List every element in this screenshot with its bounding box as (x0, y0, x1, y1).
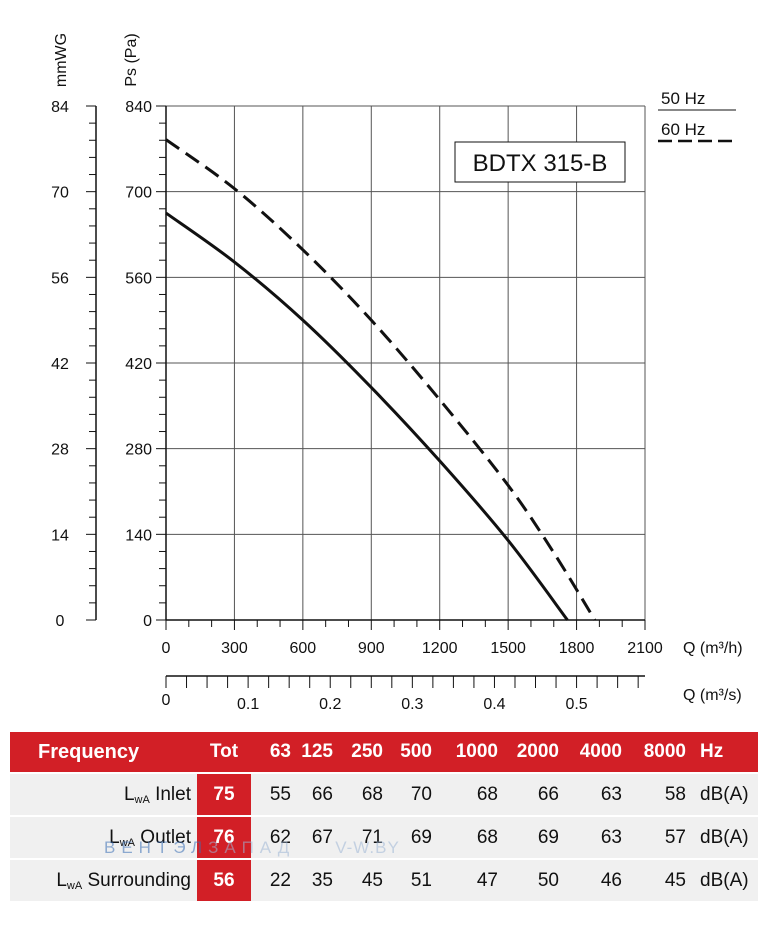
x-tick-label-m3s: 0.2 (319, 696, 341, 713)
x-tick-label-m3s: 0 (162, 692, 171, 709)
chart-title-box (454, 141, 626, 183)
band-header: 125 (291, 732, 333, 773)
x-axis-title-m3h: Q (m³/h) (683, 640, 743, 657)
x-tick-label-m3h: 300 (221, 640, 248, 657)
band-value: 66 (291, 772, 333, 816)
x-tick-label-m3h: 1200 (422, 640, 458, 657)
curve-50hz (165, 211, 569, 621)
frequency-header: Frequency (10, 732, 197, 773)
y-tick-label-mmwg: 14 (51, 527, 69, 544)
row-label: LwA Outlet (10, 815, 197, 859)
band-value: 68 (432, 815, 498, 859)
band-header: 250 (333, 732, 383, 773)
sound-power-table: Frequency Tot 63 125 250 500 1000 2000 4… (10, 732, 758, 901)
hz-unit-header: Hz (686, 732, 758, 773)
band-value: 63 (559, 815, 622, 859)
band-value: 58 (622, 772, 686, 816)
chart-title: BDTX 315-B (473, 150, 608, 177)
x-tick-label-m3h: 2100 (627, 640, 663, 657)
y-tick-label-mmwg: 0 (56, 613, 65, 630)
unit-value: dB(A) (686, 858, 758, 901)
x-tick-label-m3s: 0.1 (237, 696, 259, 713)
band-value: 45 (622, 858, 686, 901)
x-tick-label-m3s: 0.5 (565, 696, 587, 713)
y-axis-title-mmwg: mmWG (53, 33, 70, 87)
y-tick-label-mmwg: 70 (51, 185, 69, 202)
band-value: 69 (383, 815, 432, 859)
y-tick-label-mmwg: 84 (51, 99, 69, 116)
table-row: LwA Inlet 75 55 66 68 70 68 66 63 58 dB(… (10, 772, 758, 816)
x-tick-label-m3h: 1500 (490, 640, 526, 657)
band-value: 68 (333, 772, 383, 816)
x-tick-label-m3s: 0.3 (401, 696, 423, 713)
band-value: 46 (559, 858, 622, 901)
legend-label: 50 Hz (661, 89, 705, 108)
x-tick-label-m3h: 0 (162, 640, 171, 657)
table-row: LwA Surrounding 56 22 35 45 51 47 50 46 … (10, 858, 758, 901)
curve-60hz (165, 138, 597, 621)
y-axis-title-pa: Ps (Pa) (123, 33, 140, 86)
tot-value: 56 (197, 858, 251, 901)
table-header-row: Frequency Tot 63 125 250 500 1000 2000 4… (10, 732, 758, 773)
band-value: 50 (498, 858, 559, 901)
band-header: 500 (383, 732, 432, 773)
y-tick-label-pa: 560 (125, 270, 152, 287)
table-row: LwA Outlet 76 62 67 71 69 68 69 63 57 dB… (10, 815, 758, 859)
band-value: 68 (432, 772, 498, 816)
band-value: 71 (333, 815, 383, 859)
x-tick-label-m3h: 900 (358, 640, 385, 657)
band-value: 69 (498, 815, 559, 859)
band-value: 66 (498, 772, 559, 816)
band-value: 22 (251, 858, 291, 901)
band-header: 63 (251, 732, 291, 773)
y-tick-label-pa: 0 (143, 613, 152, 630)
y-tick-label-mmwg: 42 (51, 356, 69, 373)
row-label: LwA Inlet (10, 772, 197, 816)
y-tick-label-mmwg: 28 (51, 442, 69, 459)
band-header: 1000 (432, 732, 498, 773)
tot-value: 76 (197, 815, 251, 859)
x-tick-label-m3s: 0.4 (483, 696, 505, 713)
tot-value: 75 (197, 772, 251, 816)
y-tick-label-pa: 840 (125, 99, 152, 116)
band-value: 55 (251, 772, 291, 816)
x-axis-title-m3s: Q (m³/s) (683, 687, 742, 704)
tot-header: Tot (197, 732, 251, 773)
band-value: 57 (622, 815, 686, 859)
band-value: 63 (559, 772, 622, 816)
band-header: 4000 (559, 732, 622, 773)
x-tick-label-m3h: 1800 (559, 640, 595, 657)
band-header: 2000 (498, 732, 559, 773)
band-header: 8000 (622, 732, 686, 773)
band-value: 67 (291, 815, 333, 859)
band-value: 45 (333, 858, 383, 901)
band-value: 51 (383, 858, 432, 901)
row-label: LwA Surrounding (10, 858, 197, 901)
fan-curve-chart: 0 140 280 420 560 700 840 0 14 28 42 56 70 84 mmWG Ps (… (51, 33, 743, 713)
band-value: 70 (383, 772, 432, 816)
band-value: 62 (251, 815, 291, 859)
y-tick-label-pa: 420 (125, 356, 152, 373)
legend-label: 60 Hz (661, 120, 705, 139)
y-tick-label-pa: 140 (125, 527, 152, 544)
y-tick-label-mmwg: 56 (51, 270, 69, 287)
unit-value: dB(A) (686, 772, 758, 816)
band-value: 35 (291, 858, 333, 901)
y-tick-label-pa: 700 (125, 185, 152, 202)
x-tick-label-m3h: 600 (290, 640, 317, 657)
unit-value: dB(A) (686, 815, 758, 859)
band-value: 47 (432, 858, 498, 901)
y-tick-label-pa: 280 (125, 442, 152, 459)
